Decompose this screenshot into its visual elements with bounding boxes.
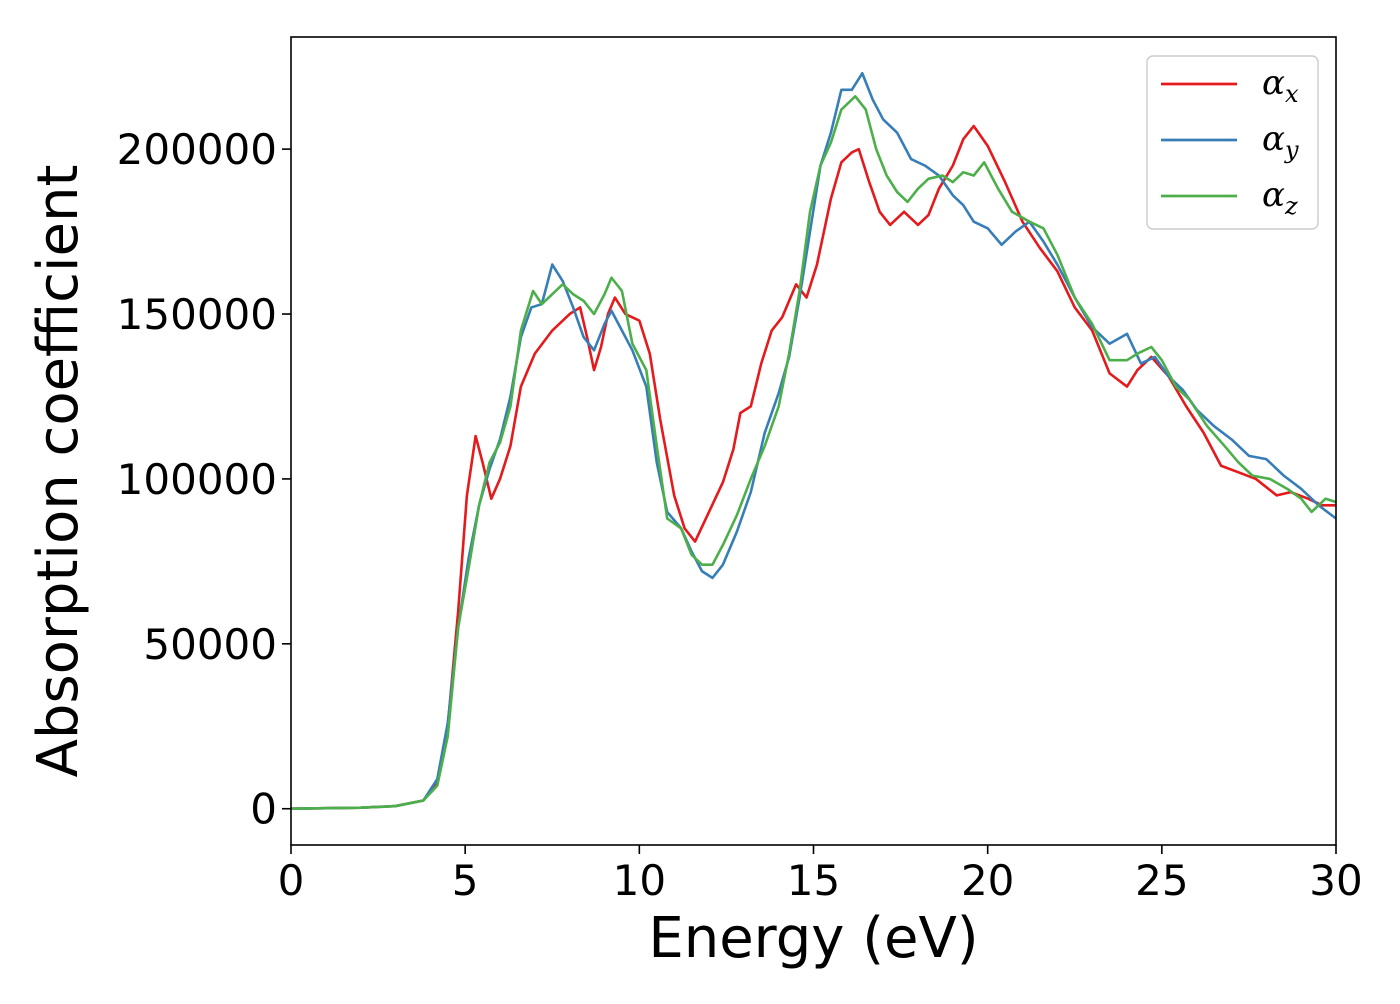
series-line-y bbox=[291, 71, 1336, 811]
y-tick-label: 100000 bbox=[117, 455, 277, 504]
y-tick-label: 200000 bbox=[117, 125, 277, 174]
series-layer bbox=[291, 71, 1336, 811]
y-axis: 0 50000 100000 150000 200000 bbox=[117, 125, 291, 834]
x-tick-label: 20 bbox=[961, 856, 1014, 905]
legend-label-x: αx bbox=[1262, 63, 1299, 108]
x-tick-label: 30 bbox=[1309, 856, 1362, 905]
y-axis-title: Absorption coefficient bbox=[26, 165, 91, 778]
series-line-x bbox=[291, 124, 1336, 811]
legend-box bbox=[1146, 55, 1319, 230]
x-tick-label: 0 bbox=[278, 856, 305, 905]
x-axis: 0 5 10 15 20 25 30 bbox=[278, 845, 1363, 905]
y-tick-label: 0 bbox=[250, 785, 277, 834]
legend: αx αy αz bbox=[1146, 55, 1319, 230]
x-axis-title: Energy (eV) bbox=[648, 906, 978, 971]
y-tick-label: 150000 bbox=[117, 290, 277, 339]
series-line-z bbox=[291, 95, 1336, 811]
x-tick-label: 5 bbox=[452, 856, 479, 905]
legend-label-y: αy bbox=[1262, 119, 1299, 164]
x-tick-label: 25 bbox=[1135, 856, 1188, 905]
y-tick-label: 50000 bbox=[143, 620, 277, 669]
x-tick-label: 15 bbox=[787, 856, 840, 905]
x-tick-label: 10 bbox=[613, 856, 666, 905]
legend-label-z: αz bbox=[1262, 175, 1298, 220]
